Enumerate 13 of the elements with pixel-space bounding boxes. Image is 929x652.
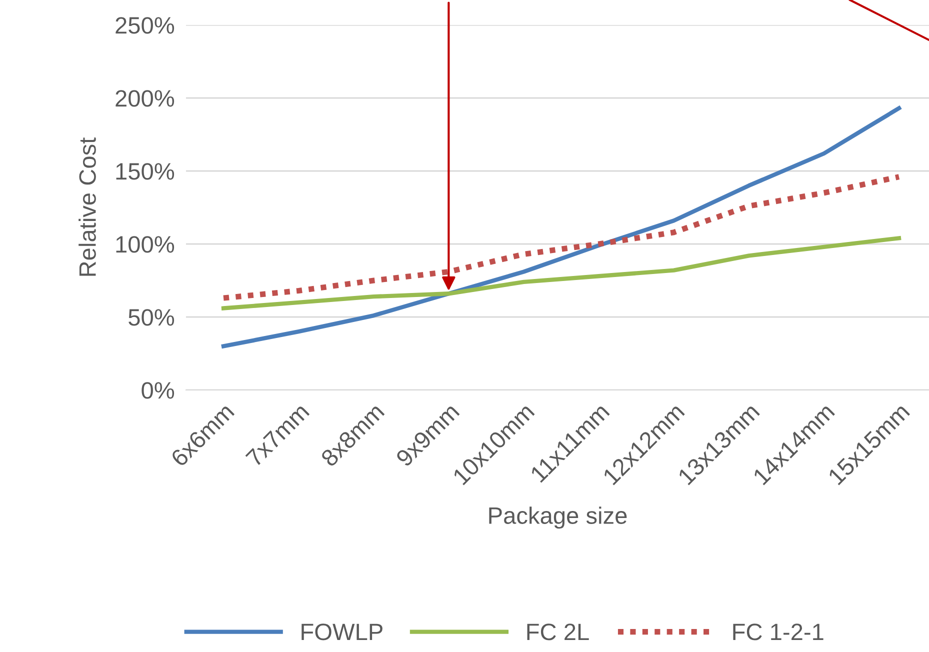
line-series — [221, 236, 902, 310]
y-tick-label: 200% — [116, 90, 174, 107]
legend-label: FC 2L — [527, 624, 589, 640]
line-series — [221, 106, 902, 348]
y-tick-label: 50% — [128, 309, 174, 326]
y-axis-title: Relative Cost — [78, 137, 96, 276]
y-tick-label: 250% — [116, 17, 174, 34]
y-tick-label: 0% — [142, 382, 174, 399]
y-tick-label: 150% — [116, 163, 174, 180]
legend-label: FOWLP — [302, 624, 382, 640]
x-axis-title: Package size — [489, 506, 627, 529]
y-tick-label: 100% — [116, 236, 174, 253]
legend-label: FC 1-2-1 — [733, 624, 824, 640]
